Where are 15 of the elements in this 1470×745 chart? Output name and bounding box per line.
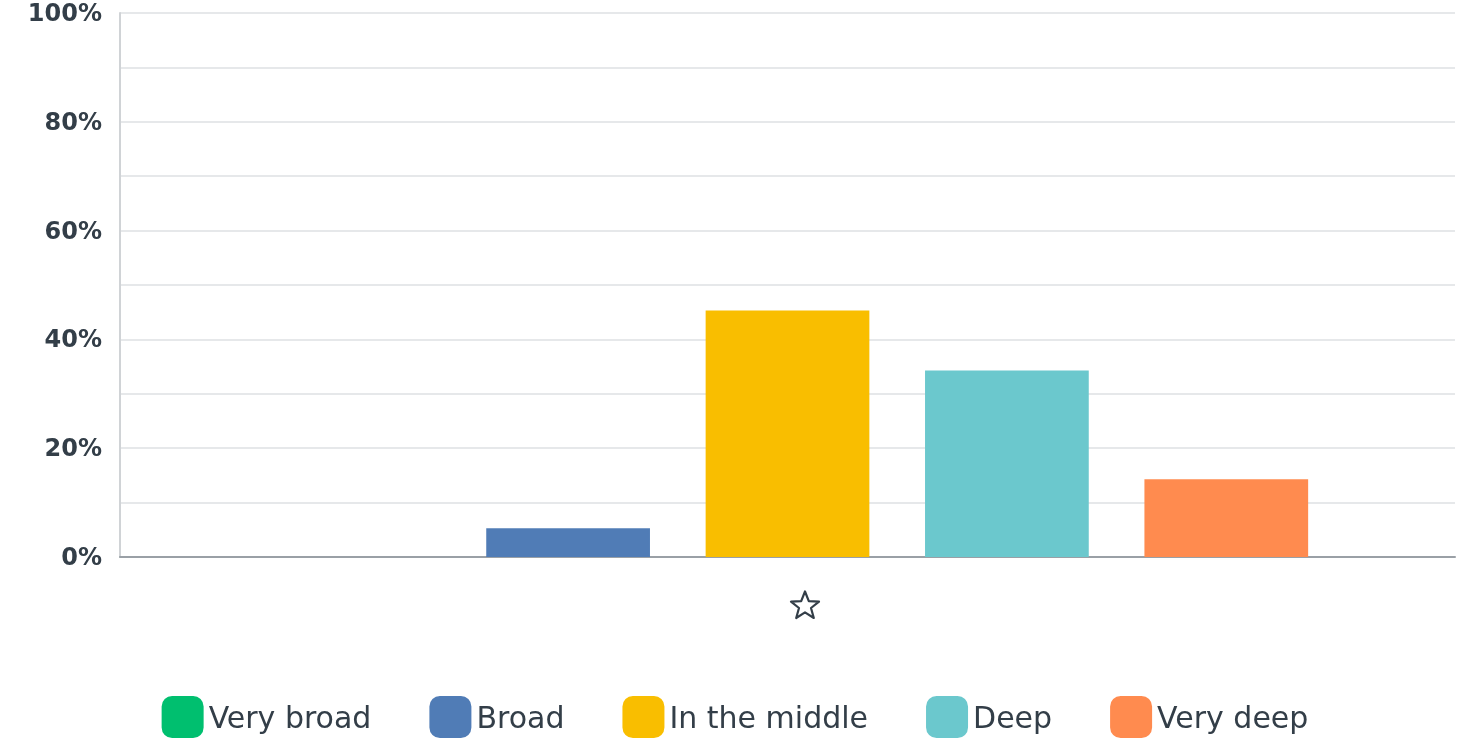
bar bbox=[925, 370, 1089, 557]
legend-label: Very deep bbox=[1157, 699, 1309, 735]
legend-label: Very broad bbox=[208, 699, 372, 735]
legend-label: Deep bbox=[973, 699, 1053, 735]
y-tick-label: 100% bbox=[27, 0, 102, 27]
bar bbox=[1144, 479, 1309, 557]
y-tick-label: 40% bbox=[44, 325, 102, 354]
legend-label: Broad bbox=[476, 699, 565, 735]
y-tick-label: 0% bbox=[61, 543, 102, 571]
bar bbox=[486, 528, 650, 557]
y-tick-label: 60% bbox=[44, 216, 102, 245]
bar bbox=[705, 310, 870, 557]
legend-label: In the middle bbox=[669, 699, 869, 735]
y-tick-label: 20% bbox=[44, 434, 102, 463]
y-tick-label: 80% bbox=[44, 107, 102, 136]
